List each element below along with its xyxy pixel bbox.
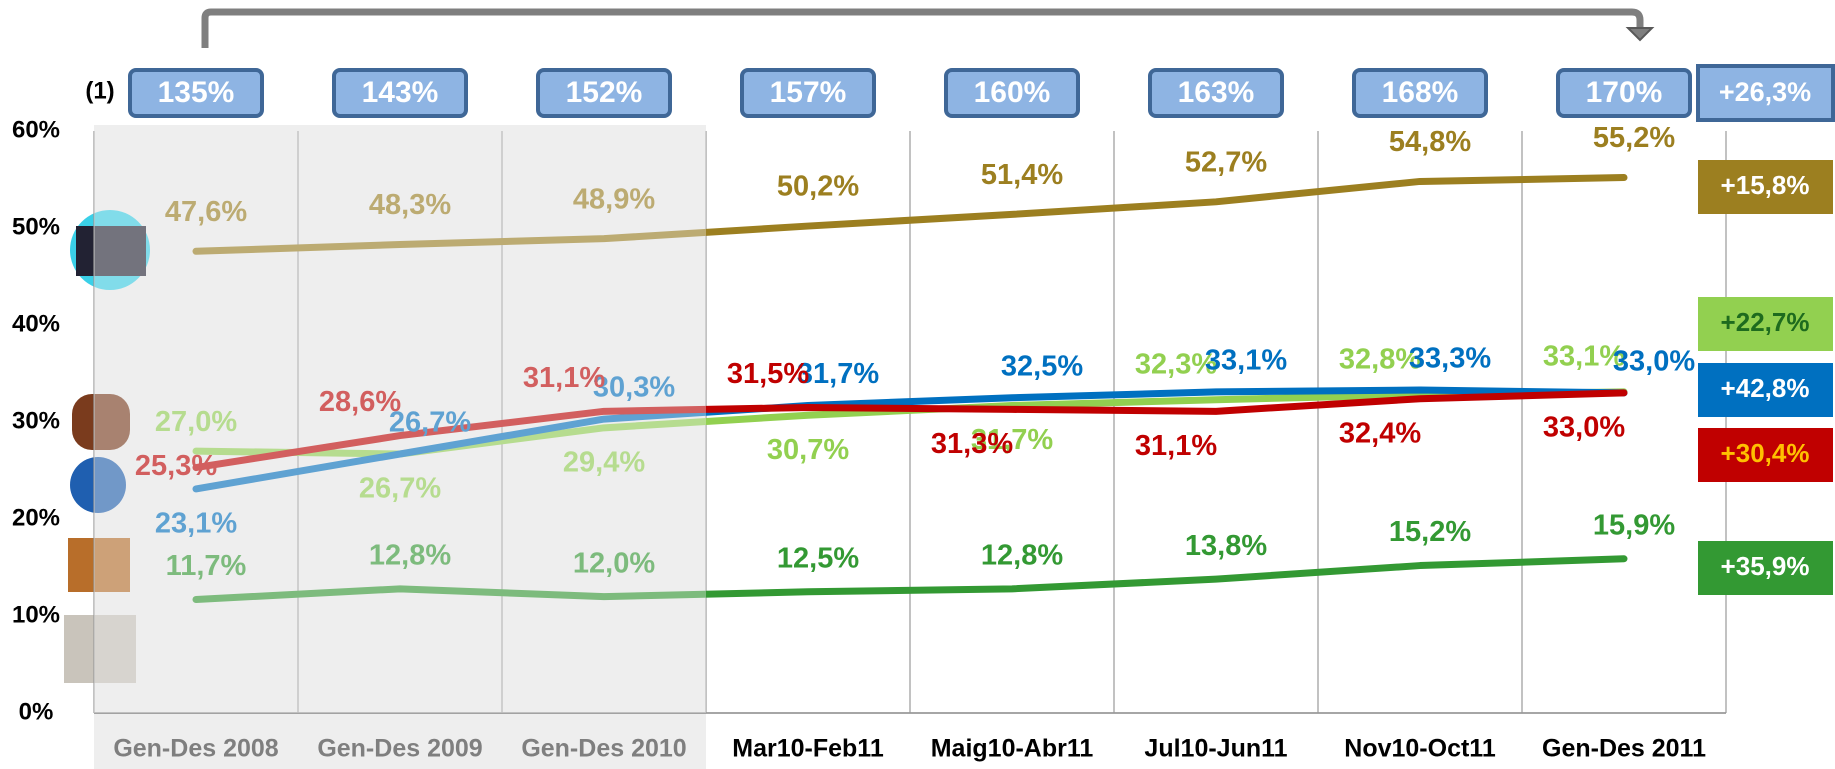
index-box <box>1148 68 1284 118</box>
data-label: 32,5% <box>1001 350 1083 382</box>
data-label: 12,8% <box>981 539 1063 571</box>
data-label: 32,8% <box>1339 343 1421 375</box>
index-change-box <box>1696 64 1835 122</box>
data-label: 12,0% <box>573 547 655 579</box>
index-label: 168% <box>1382 76 1459 109</box>
index-label: 170% <box>1586 76 1663 109</box>
data-label: 31,5% <box>727 358 809 390</box>
index-box <box>332 68 468 118</box>
index-box <box>944 68 1080 118</box>
x-tick-label: Gen-Des 2008 <box>113 735 278 763</box>
change-box <box>1698 428 1833 482</box>
index-label: 143% <box>362 76 439 109</box>
data-label: 33,3% <box>1409 343 1491 375</box>
x-tick-label: Gen-Des 2011 <box>1542 735 1706 763</box>
y-tick-label: 60% <box>12 116 60 143</box>
data-label: 51,4% <box>981 159 1063 191</box>
tv-icon <box>76 226 146 276</box>
change-label: +30,4% <box>1721 438 1810 468</box>
change-box <box>1698 160 1833 214</box>
data-label: 47,6% <box>165 196 247 228</box>
index-label: 152% <box>566 76 643 109</box>
newspaper-icon <box>64 615 136 683</box>
data-label: 48,3% <box>369 189 451 221</box>
y-tick-label: 10% <box>12 601 60 628</box>
index-label: 160% <box>974 76 1051 109</box>
index-label: 135% <box>158 76 235 109</box>
data-label: 27,0% <box>155 406 237 438</box>
data-label: 12,8% <box>369 539 451 571</box>
x-tick-label: Jul10-Jun11 <box>1144 735 1287 763</box>
internet-icon <box>70 457 126 513</box>
index-box <box>740 68 876 118</box>
data-label: 15,2% <box>1389 516 1471 548</box>
data-label: 31,3% <box>931 428 1013 460</box>
index-box <box>536 68 672 118</box>
series-line <box>192 555 1628 604</box>
data-label: 50,2% <box>777 171 859 203</box>
data-label: 33,1% <box>1543 341 1625 373</box>
series-line <box>192 174 1628 255</box>
x-tick-label: Maig10-Abr11 <box>931 735 1094 763</box>
y-tick-label: 40% <box>12 310 60 337</box>
change-label: +42,8% <box>1721 373 1810 403</box>
change-box <box>1698 541 1833 595</box>
data-label: 31,7% <box>971 424 1053 456</box>
data-label: 15,9% <box>1593 509 1675 541</box>
data-label: 13,8% <box>1185 530 1267 562</box>
arrow <box>201 8 1644 48</box>
index-label: 157% <box>770 76 847 109</box>
data-label: 48,9% <box>573 183 655 215</box>
change-box <box>1698 297 1833 351</box>
data-label: 26,7% <box>389 407 471 439</box>
x-tick-label: Nov10-Oct11 <box>1344 735 1496 763</box>
data-label: 28,6% <box>319 386 401 418</box>
media-icons <box>64 210 150 683</box>
index-label: 163% <box>1178 76 1255 109</box>
data-label: 32,4% <box>1339 417 1421 449</box>
data-label: 25,3% <box>135 450 217 482</box>
data-label: 33,1% <box>1205 345 1287 377</box>
data-label: 54,8% <box>1389 126 1471 158</box>
data-label: 33,0% <box>1543 412 1625 444</box>
data-label: 30,7% <box>767 434 849 466</box>
data-label: 52,7% <box>1185 146 1267 178</box>
index-box <box>1556 68 1692 118</box>
data-label: 11,7% <box>166 550 247 582</box>
x-tick-label: Gen-Des 2009 <box>317 735 482 763</box>
data-label: 33,0% <box>1613 346 1695 378</box>
y-tick-label: 20% <box>12 504 60 531</box>
data-label: 31,7% <box>797 358 879 390</box>
data-label: 32,3% <box>1135 348 1217 380</box>
series-line <box>192 389 1628 472</box>
index-box <box>128 68 264 118</box>
arrow-head <box>1625 27 1655 42</box>
change-label: +15,8% <box>1721 170 1810 200</box>
y-tick-label: 0% <box>19 698 54 725</box>
radio-icon <box>72 394 130 450</box>
index-change: +26,3% <box>1719 77 1811 107</box>
note-marker: (1) <box>85 77 114 104</box>
change-label: +22,7% <box>1721 307 1810 337</box>
data-label: 29,4% <box>563 446 645 478</box>
data-label: 12,5% <box>777 542 859 574</box>
x-tick-label: Mar10-Feb11 <box>732 735 884 763</box>
series-line <box>192 386 1628 493</box>
data-label: 30,3% <box>593 372 675 404</box>
shade-overlay <box>94 131 706 713</box>
change-label: +35,9% <box>1721 551 1810 581</box>
magazine-icon <box>68 538 130 592</box>
change-box <box>1698 363 1833 417</box>
data-label: 31,1% <box>1135 430 1217 462</box>
y-tick-label: 50% <box>12 213 60 240</box>
x-tick-label: Gen-Des 2010 <box>521 735 686 763</box>
index-box <box>1352 68 1488 118</box>
data-label: 55,2% <box>1593 122 1675 154</box>
data-label: 31,1% <box>523 362 605 394</box>
y-tick-label: 30% <box>12 407 60 434</box>
data-label: 23,1% <box>155 508 237 540</box>
data-label: 26,7% <box>359 473 441 505</box>
shaded-region <box>94 125 706 769</box>
